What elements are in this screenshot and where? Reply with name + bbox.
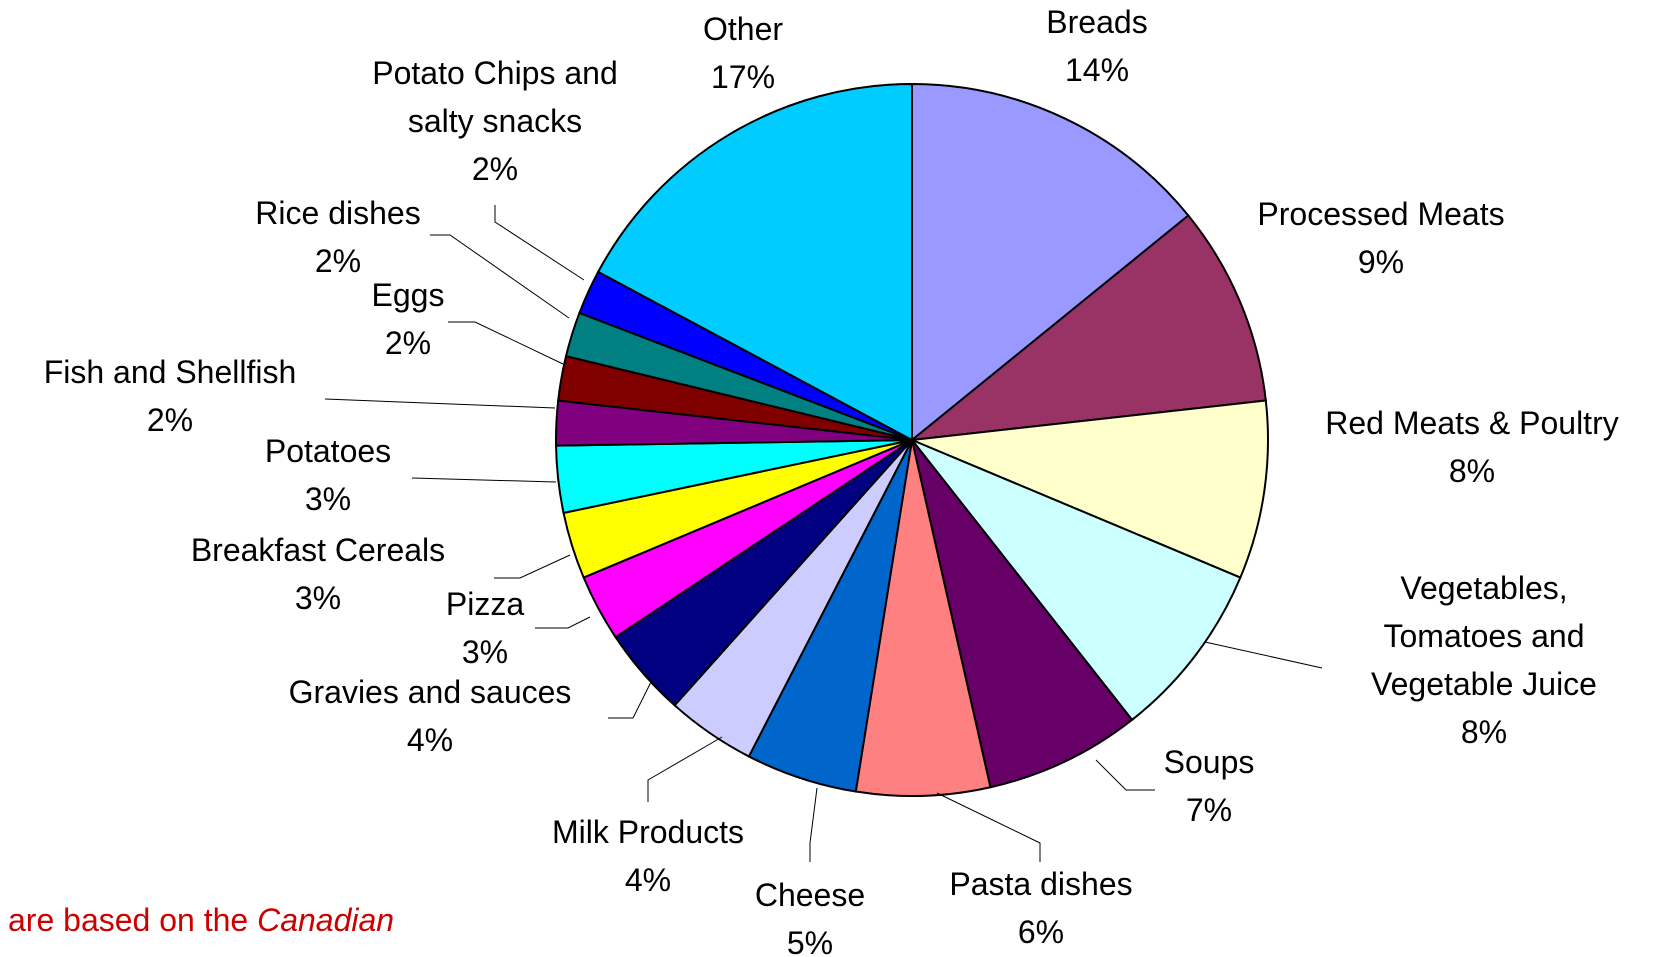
pie-slice-other [596,82,913,442]
slice-percent-label: 3% [462,634,508,670]
slice-percent-label: 8% [1461,714,1507,750]
slice-label: Vegetables, Tomatoes and Vegetable Juice 8% [1371,570,1597,750]
slice-name-label: Soups [1164,744,1255,780]
slice-name-label: Red Meats & Poultry [1325,405,1618,441]
slice-name-label: Pizza [446,586,524,622]
slice-percent-label: 9% [1358,244,1404,280]
leader-lines [324,205,1323,862]
pie-slice-soups [911,439,1134,789]
pie-slice-red-meats-poultry [908,399,1269,579]
slice-percent-label: 4% [625,862,671,898]
slice-name-label: Breads [1046,4,1147,40]
slice-percent-label: 2% [147,402,193,438]
slice-name-label: Potatoes [265,433,391,469]
slice-percent-label: 8% [1449,453,1495,489]
slice-percent-label: 2% [315,243,361,279]
slice-name-label: Other [703,11,783,47]
slice-label: Rice dishes 2% [255,195,420,279]
pie-slice-processed-meats [908,214,1267,442]
slice-label: Other 17% [703,11,783,95]
slice-name-label: Pasta dishes [949,866,1132,902]
slice-name-label: Tomatoes and [1383,618,1584,654]
leader-line [936,792,1041,862]
slice-percent-label: 4% [407,722,453,758]
slice-percent-label: 2% [385,325,431,361]
pie-slice-breads [911,82,1190,443]
slice-label: Milk Products 4% [552,814,744,898]
slice-label: Pasta dishes 6% [949,866,1132,950]
slice-name-label: Eggs [372,277,445,313]
slice-name-label: Fish and Shellfish [44,354,297,390]
leader-line [430,234,570,319]
slice-label: Potato Chips and salty snacks 2% [372,55,618,187]
slice-name-label: Vegetable Juice [1371,666,1597,702]
leader-line [324,398,556,409]
slice-percent-label: 7% [1186,792,1232,828]
slice-label: Cheese 5% [755,877,865,957]
slice-percent-label: 5% [787,925,833,957]
slice-percent-label: 3% [295,580,341,616]
footnote-italic-text: Canadian [257,902,395,938]
slice-name-label: Cheese [755,877,865,913]
slice-label: Soups 7% [1164,744,1255,828]
slice-labels: Breads 14% Processed Meats 9% Red Meats & Po… [44,4,1619,957]
slice-label: Breads 14% [1046,4,1147,88]
slice-name-label: Processed Meats [1257,196,1504,232]
slice-label: Processed Meats 9% [1257,196,1504,280]
footnote-text: are based on the [8,902,258,938]
pie-slice-pasta-dishes [854,439,992,797]
slice-percent-label: 3% [305,481,351,517]
leader-line [608,679,653,719]
slice-name-label: Breakfast Cereals [191,532,445,568]
slice-percent-label: 17% [711,59,775,95]
leader-line [494,554,571,579]
slice-percent-label: 14% [1065,52,1129,88]
slice-label: Eggs 2% [372,277,445,361]
leader-line [647,736,723,802]
leader-line [448,321,564,365]
leader-line [411,477,557,483]
leader-line [809,787,818,862]
leader-line [535,616,591,629]
slice-label: Gravies and sauces 4% [289,674,572,758]
slice-label: Red Meats & Poultry 8% [1325,405,1618,489]
slice-name-label: salty snacks [408,103,582,139]
leader-line [1204,641,1323,669]
slice-label: Fish and Shellfish 2% [44,354,297,438]
leader-line [1095,759,1155,791]
slice-name-label: Milk Products [552,814,744,850]
slice-label: Pizza 3% [446,586,524,670]
slice-label: Breakfast Cereals 3% [191,532,445,616]
leader-line [494,205,585,281]
slice-percent-label: 6% [1018,914,1064,950]
source-footnote: are based on the Canadian [8,902,394,939]
slice-name-label: Gravies and sauces [289,674,572,710]
slice-percent-label: 2% [472,151,518,187]
slice-name-label: Potato Chips and [372,55,618,91]
pie-slice-vegetables-tomatoes-and-vegetable-juice [908,437,1242,722]
slice-name-label: Rice dishes [255,195,420,231]
pie-slices [555,82,1269,797]
slice-name-label: Vegetables, [1400,570,1567,606]
slice-label: Potatoes 3% [265,433,391,517]
